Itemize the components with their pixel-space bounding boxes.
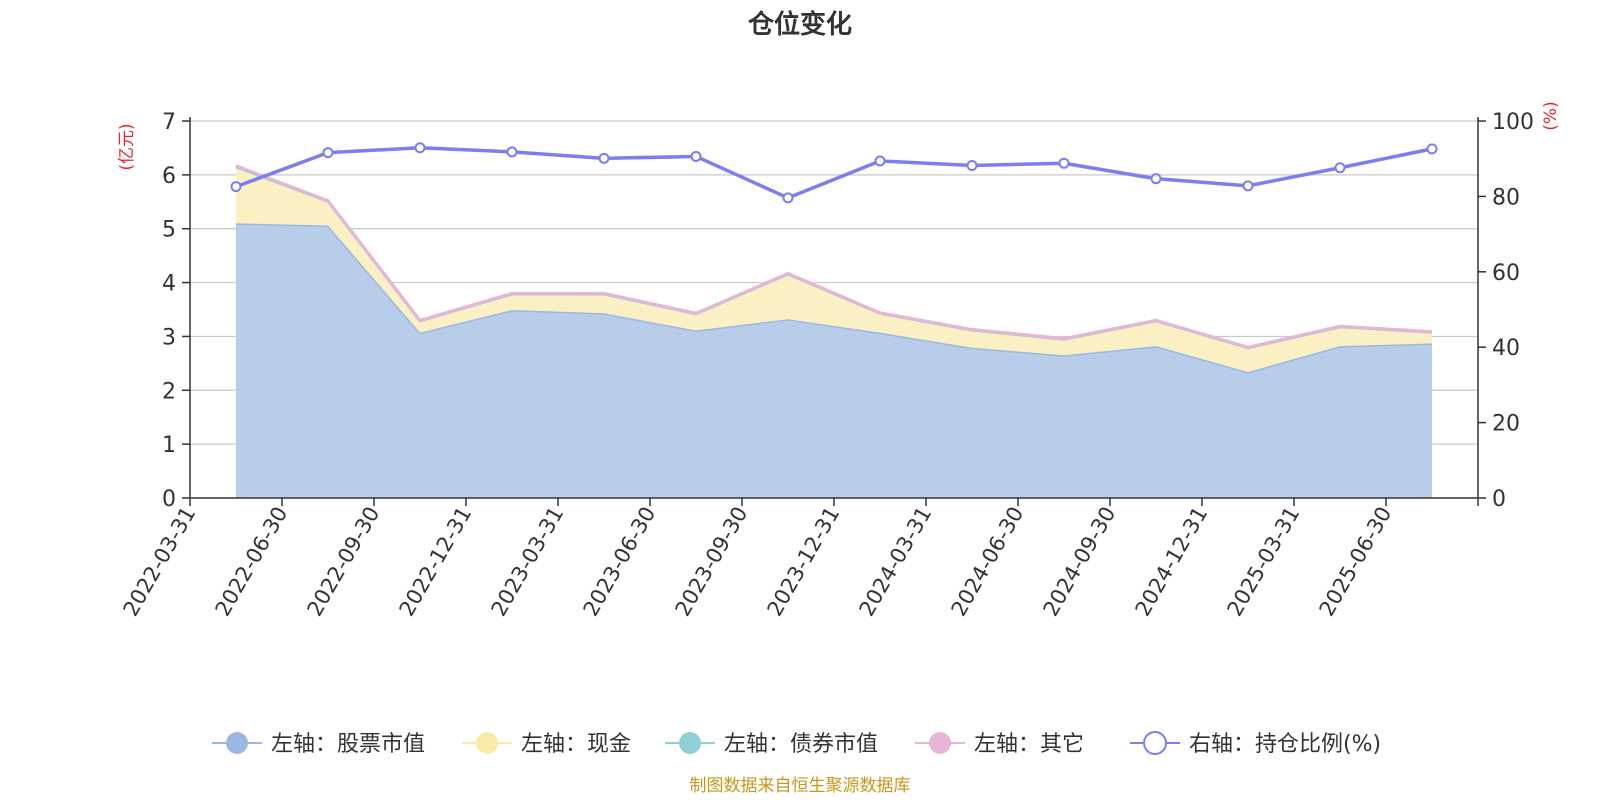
ratio-point-2023-09-30	[782, 192, 794, 204]
left-tick-label-1: 1	[162, 433, 176, 458]
x-tick-label-2023-06-30: 2023-06-30	[579, 503, 661, 621]
legend-item-0: 左轴：股票市值	[212, 732, 425, 757]
left-tick-label-2: 2	[162, 379, 176, 404]
ratio-point-2022-09-30	[414, 142, 426, 154]
ratio-point-2022-12-31	[506, 146, 518, 158]
ratio-point-2023-06-30	[690, 150, 702, 162]
ratio-point-2022-03-31	[230, 181, 242, 193]
ratio-point-2025-03-31	[1334, 162, 1346, 174]
right-tick-label-40: 40	[1492, 336, 1520, 361]
right-tick-label-80: 80	[1492, 185, 1520, 210]
left-axis-unit: (亿元)	[117, 123, 137, 170]
ratio-point-2024-06-30	[1058, 157, 1070, 169]
x-tick-label-2025-06-30: 2025-06-30	[1315, 503, 1397, 621]
right-tick-label-20: 20	[1492, 412, 1520, 437]
ratio-point-2023-03-31	[598, 152, 610, 164]
left-tick-label-6: 6	[162, 164, 176, 189]
x-tick-label-2022-06-30: 2022-06-30	[211, 503, 293, 621]
ratio-point-2024-03-31	[966, 159, 978, 171]
right-tick-label-60: 60	[1492, 261, 1520, 286]
legend-marker-4	[1143, 731, 1167, 755]
chart-title: 仓位变化	[747, 9, 852, 40]
legend-marker-0	[226, 732, 248, 754]
data-source-note: 制图数据来自恒生聚源数据库	[690, 776, 911, 796]
legend-label-2: 左轴：债券市值	[724, 732, 878, 757]
left-tick-label-7: 7	[162, 110, 176, 135]
legend-marker-3	[929, 732, 951, 754]
x-tick-label-2023-12-31: 2023-12-31	[763, 503, 845, 621]
ratio-point-2022-06-30	[322, 147, 334, 159]
ratio-point-2024-09-30	[1150, 173, 1162, 185]
ratio-point-2024-12-31	[1242, 180, 1254, 192]
legend-label-4: 右轴：持仓比例(%)	[1189, 732, 1381, 757]
legend-item-2: 左轴：债券市值	[665, 732, 878, 757]
right-axis-unit: (%)	[1541, 101, 1561, 130]
x-tick-label-2025-03-31: 2025-03-31	[1223, 503, 1305, 621]
ratio-line	[235, 146, 1433, 200]
legend: 左轴：股票市值 左轴：现金 左轴：债券市值 左轴：其它 右轴：持仓比例(%)	[212, 731, 1381, 757]
legend-label-0: 左轴：股票市值	[271, 732, 425, 757]
right-tick-label-100: 100	[1492, 110, 1534, 135]
area-series-0	[236, 223, 1432, 499]
ratio-point-2025-06-30	[1426, 143, 1438, 155]
x-tick-label-2024-09-30: 2024-09-30	[1039, 503, 1121, 621]
x-tick-label-2023-09-30: 2023-09-30	[671, 503, 753, 621]
legend-marker-2	[679, 732, 701, 754]
left-tick-label-3: 3	[162, 325, 176, 350]
legend-label-1: 左轴：现金	[521, 732, 631, 757]
x-tick-label-2022-09-30: 2022-09-30	[303, 503, 385, 621]
x-tick-label-2022-12-31: 2022-12-31	[395, 503, 477, 621]
legend-marker-1	[476, 732, 498, 754]
area-series-1	[236, 166, 1432, 372]
position-ratio-line-layer	[230, 142, 1438, 204]
legend-item-4: 右轴：持仓比例(%)	[1130, 731, 1381, 757]
legend-item-3: 左轴：其它	[915, 732, 1084, 757]
left-tick-label-0: 0	[162, 487, 176, 512]
x-tick-label-2023-03-31: 2023-03-31	[487, 503, 569, 621]
area-line-series-3	[235, 164, 1433, 349]
x-tick-label-2024-03-31: 2024-03-31	[855, 503, 937, 621]
left-tick-label-5: 5	[162, 218, 176, 243]
left-tick-label-4: 4	[162, 272, 176, 297]
right-tick-label-0: 0	[1492, 487, 1506, 512]
legend-item-1: 左轴：现金	[462, 732, 631, 757]
x-tick-label-2024-12-31: 2024-12-31	[1131, 503, 1213, 621]
stacked-areas	[235, 164, 1433, 499]
legend-label-3: 左轴：其它	[974, 732, 1084, 757]
x-tick-label-2022-03-31: 2022-03-31	[119, 503, 201, 621]
x-tick-label-2024-06-30: 2024-06-30	[947, 503, 1029, 621]
ratio-point-2023-12-31	[874, 155, 886, 167]
